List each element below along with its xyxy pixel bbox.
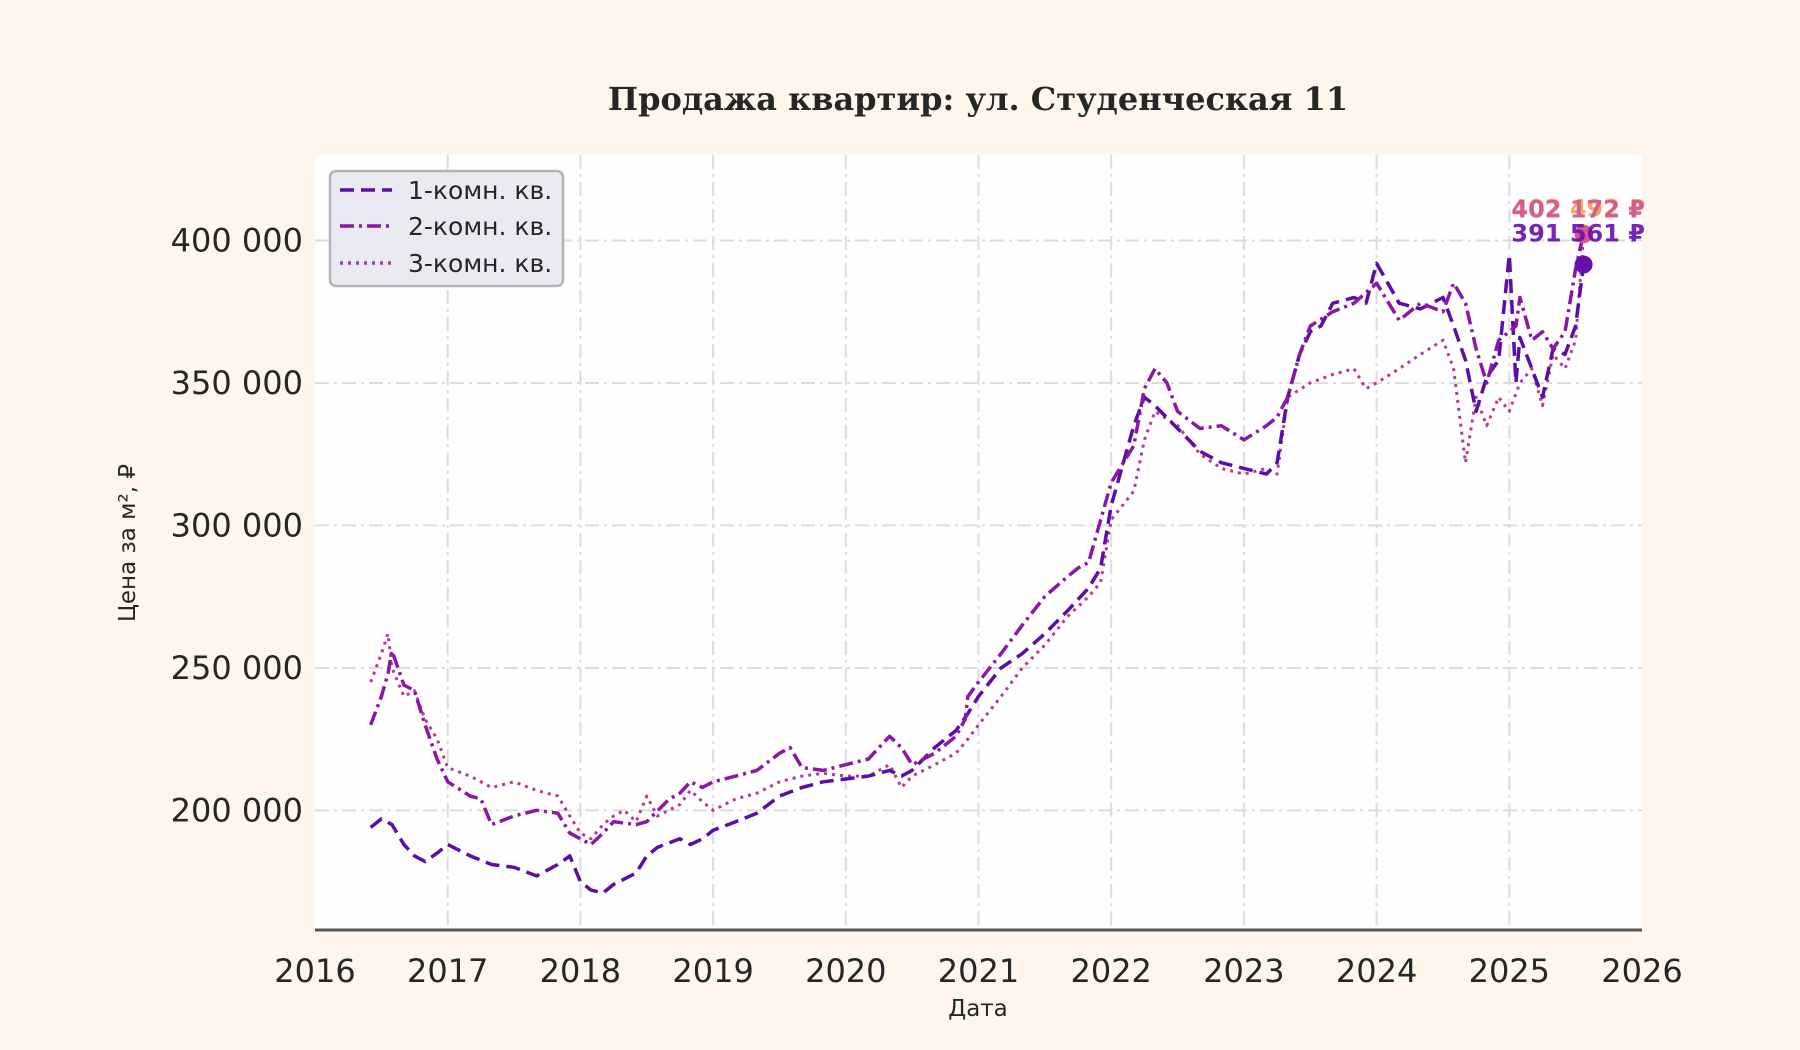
end-value-label: 402 172 ₽ <box>1511 195 1645 223</box>
x-tick-label: 2018 <box>540 952 621 990</box>
x-tick-label: 2024 <box>1336 952 1417 990</box>
x-axis-label: Дата <box>948 996 1008 1022</box>
end-value-label: 391 561 ₽ <box>1511 220 1645 248</box>
end-point-marker <box>1574 255 1593 274</box>
x-tick-label: 2019 <box>672 952 753 990</box>
x-tick-label: 2025 <box>1469 952 1550 990</box>
x-tick-label: 2026 <box>1601 952 1682 990</box>
x-tick-label: 2023 <box>1203 952 1284 990</box>
legend-box <box>328 169 565 288</box>
legend: 1-комн. кв. 2-комн. кв. 3-комн. кв. <box>328 169 565 288</box>
x-tick-label: 2016 <box>274 952 355 990</box>
chart-title: Продажа квартир: ул. Студенческая 11 <box>608 80 1348 118</box>
legend-label-1-room: 1-комн. кв. <box>408 176 552 205</box>
y-tick-label: 350 000 <box>171 364 303 402</box>
series-line-3-room <box>369 234 1586 841</box>
y-axis-label: Цена за м², ₽ <box>115 464 141 622</box>
legend-label-3-room: 3-комн. кв. <box>408 249 552 278</box>
tick-labels: 2016 2017 2018 2019 2020 2021 2022 2023 2024 2025… <box>171 221 1683 990</box>
y-tick-label: 400 000 <box>171 221 303 259</box>
y-tick-label: 250 000 <box>171 649 303 687</box>
y-tick-label: 300 000 <box>171 506 303 544</box>
x-tick-label: 2020 <box>805 952 886 990</box>
end-point-marker <box>1574 225 1593 244</box>
series-lines <box>369 233 1586 895</box>
series-line-1-room <box>369 252 1586 895</box>
x-tick-label: 2021 <box>938 952 1019 990</box>
x-tick-label: 2017 <box>407 952 488 990</box>
end-value-label: 402 492 ₽ <box>1511 194 1645 222</box>
x-tick-label: 2022 <box>1070 952 1151 990</box>
end-annotations: 391 561 ₽402 492 ₽402 172 ₽ <box>1511 194 1645 274</box>
y-tick-label: 200 000 <box>171 791 303 829</box>
legend-label-2-room: 2-комн. кв. <box>408 212 552 241</box>
series-line-2-room <box>369 233 1586 847</box>
